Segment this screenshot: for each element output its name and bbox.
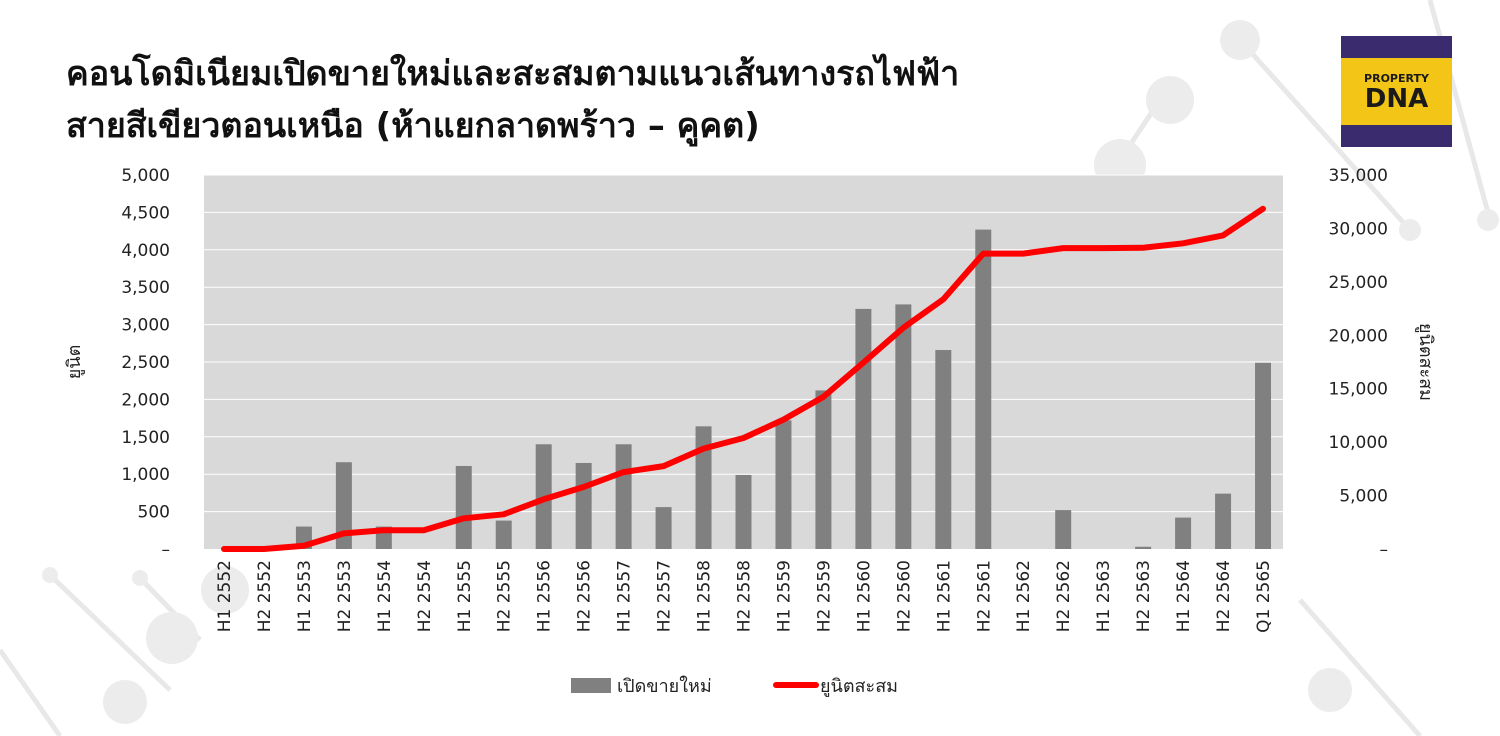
x-tick-label: H2 2562 bbox=[1054, 560, 1074, 632]
bar bbox=[1175, 517, 1192, 549]
y-tick-label: 3,000 bbox=[121, 316, 170, 336]
x-tick-label: H1 2552 bbox=[215, 560, 235, 632]
y-tick-label: 1,500 bbox=[121, 428, 170, 448]
y2-tick-label: 5,000 bbox=[1339, 487, 1388, 507]
bar bbox=[495, 520, 512, 549]
logo-text-property: PROPERTY bbox=[1364, 72, 1429, 85]
x-tick-label: H2 2556 bbox=[575, 560, 595, 632]
bar bbox=[895, 304, 912, 549]
chart-title-line2: สายสีเขียวตอนเหนือ (ห้าแยกลาดพร้าว – คูค… bbox=[66, 106, 760, 146]
bar bbox=[1135, 546, 1152, 549]
y2-tick-label: – bbox=[1380, 540, 1389, 560]
chart-title: คอนโดมิเนียมเปิดขายใหม่และสะสมตามแนวเส้น… bbox=[66, 48, 959, 152]
x-tick-label: H2 2552 bbox=[255, 560, 275, 632]
x-tick-label: H1 2556 bbox=[535, 560, 555, 632]
y-tick-label: – bbox=[162, 540, 171, 560]
x-tick-label: H2 2554 bbox=[415, 560, 435, 632]
y2-axis-title: ยูนิตสะสม bbox=[1415, 323, 1436, 401]
legend-label-line: ยูนิตสะสม bbox=[820, 676, 898, 697]
y-tick-label: 500 bbox=[138, 503, 170, 523]
bar bbox=[335, 462, 352, 549]
y2-tick-label: 15,000 bbox=[1329, 380, 1388, 400]
x-tick-label: H2 2561 bbox=[974, 560, 994, 632]
bar bbox=[935, 350, 952, 549]
y-tick-label: 2,500 bbox=[121, 353, 170, 373]
x-tick-label: H1 2562 bbox=[1014, 560, 1034, 632]
bar bbox=[1255, 362, 1272, 549]
bar bbox=[775, 420, 792, 549]
legend-swatch-bar bbox=[571, 678, 611, 693]
x-tick-label: H2 2557 bbox=[655, 560, 675, 632]
y2-tick-label: 20,000 bbox=[1329, 326, 1388, 346]
y-axis-title: ยูนิต bbox=[64, 345, 85, 380]
bar bbox=[655, 507, 672, 549]
y2-tick-label: 30,000 bbox=[1329, 219, 1388, 239]
x-tick-label: H2 2555 bbox=[495, 560, 515, 632]
x-tick-label: H2 2560 bbox=[894, 560, 914, 632]
y-tick-label: 4,000 bbox=[121, 241, 170, 261]
x-tick-label: H1 2555 bbox=[455, 560, 475, 632]
bar bbox=[1215, 493, 1232, 549]
x-tick-label: H1 2563 bbox=[1094, 560, 1114, 632]
bar bbox=[455, 465, 472, 549]
x-tick-label: H2 2558 bbox=[735, 560, 755, 632]
y-tick-label: 4,500 bbox=[121, 203, 170, 223]
bar bbox=[575, 462, 592, 549]
bar bbox=[695, 426, 712, 549]
x-tick-label: Q1 2565 bbox=[1254, 560, 1274, 633]
x-tick-label: H2 2563 bbox=[1134, 560, 1154, 632]
x-tick-label: H2 2564 bbox=[1214, 560, 1234, 632]
y-tick-label: 1,000 bbox=[121, 465, 170, 485]
x-tick-label: H1 2558 bbox=[695, 560, 715, 632]
x-tick-label: H1 2559 bbox=[774, 560, 794, 632]
y-tick-label: 2,000 bbox=[121, 390, 170, 410]
bar bbox=[615, 444, 632, 549]
x-tick-label: H1 2554 bbox=[375, 560, 395, 632]
bar bbox=[855, 308, 872, 549]
legend-label-bar: เปิดขายใหม่ bbox=[617, 675, 712, 697]
logo-dna-strip-top bbox=[1341, 36, 1452, 58]
x-tick-label: H2 2559 bbox=[814, 560, 834, 632]
y-tick-label: 5,000 bbox=[121, 166, 170, 186]
bar bbox=[735, 474, 752, 549]
y-tick-label: 3,500 bbox=[121, 278, 170, 298]
property-dna-logo: PROPERTY DNA bbox=[1341, 36, 1452, 147]
bar bbox=[815, 390, 832, 549]
cumulative-line bbox=[221, 205, 1266, 552]
y2-tick-label: 35,000 bbox=[1329, 166, 1388, 186]
bar bbox=[1055, 510, 1072, 549]
x-tick-label: H1 2557 bbox=[615, 560, 635, 632]
x-tick-label: H2 2553 bbox=[335, 560, 355, 632]
x-tick-label: H1 2560 bbox=[854, 560, 874, 632]
x-tick-label: H1 2561 bbox=[934, 560, 954, 632]
logo-dna-strip-bottom bbox=[1341, 125, 1452, 147]
logo-text-dna: DNA bbox=[1364, 84, 1429, 114]
x-tick-label: H1 2553 bbox=[295, 560, 315, 632]
x-tick-label: H1 2564 bbox=[1174, 560, 1194, 632]
bar bbox=[975, 229, 992, 549]
y2-tick-label: 25,000 bbox=[1329, 273, 1388, 293]
chart-title-line1: คอนโดมิเนียมเปิดขายใหม่และสะสมตามแนวเส้น… bbox=[66, 54, 960, 94]
y2-tick-label: 10,000 bbox=[1329, 433, 1388, 453]
